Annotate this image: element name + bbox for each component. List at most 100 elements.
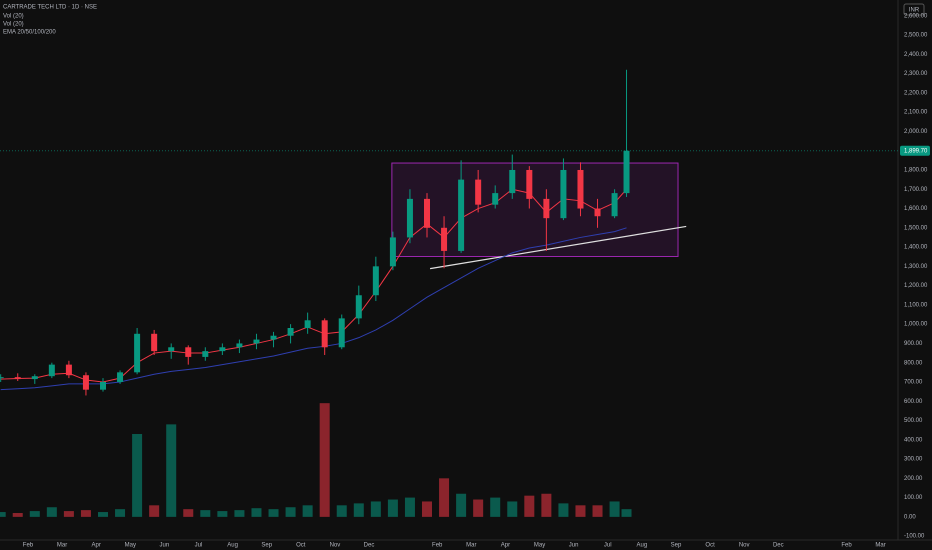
volume-bar [166,424,177,517]
x-tick-label: Feb [432,543,443,549]
candle-body [31,376,38,380]
y-tick-label: 1,200.00 [904,283,928,289]
volume-bar [609,501,620,517]
candle-body [424,198,431,228]
indicator-label: Vol (20) [3,14,24,20]
volume-bar [12,513,23,517]
candle-body [253,339,260,344]
candle-body [82,375,89,390]
candle-body [219,347,226,352]
candle-body [560,169,567,219]
x-tick-label: Mar [57,543,67,549]
last-price-tag [900,145,930,156]
trendline [429,225,687,270]
chart-title: CARTRADE TECH LTD · 1D · NSE [3,5,97,11]
candle-body [389,237,396,267]
y-tick-label: 300.00 [904,457,923,463]
x-tick-label: Dec [364,543,375,549]
volume-bar [285,507,296,517]
x-tick-label: Jun [569,543,579,549]
y-tick-label: 600.00 [904,399,923,405]
range-box [391,162,679,258]
candle-body [236,343,243,348]
y-tick-label: 2,100.00 [904,110,928,116]
volume-bar [251,508,262,517]
y-tick-label: 2,400.00 [904,52,928,58]
volume-bar [183,509,194,517]
x-tick-label: Nov [330,543,341,549]
x-tick-label: Aug [637,543,648,549]
volume-bar [319,403,330,517]
volume-bar [592,505,603,517]
volume-bar [490,497,501,517]
y-tick-label: 1,300.00 [904,264,928,270]
x-tick-label: Jun [160,543,170,549]
candle-body [492,193,499,205]
candle-body [0,377,4,379]
x-tick-label: Aug [227,543,238,549]
volume-bar [387,499,398,517]
candle-body [406,198,413,238]
volume-bar [541,493,552,517]
volume-bar [456,493,467,517]
volume-bar [422,501,433,517]
currency[interactable]: INR [909,8,920,14]
candle-body [372,266,379,296]
volume-bar [115,509,126,517]
y-tick-label: 1,500.00 [904,225,928,231]
candle-body [321,320,328,348]
volume-bar [29,511,40,517]
volume-bar [149,505,160,517]
y-tick-label: 1,100.00 [904,302,928,308]
volume-bar [524,495,535,517]
candle-body [475,179,482,205]
x-tick-label: Feb [23,543,34,549]
candle-body [287,328,294,336]
candle-body [185,347,192,357]
y-tick-label: 800.00 [904,360,923,366]
volume-bar [63,511,74,517]
candle-body [594,208,601,217]
y-tick-label: 1,600.00 [904,206,928,212]
volume-bar [200,510,211,517]
y-tick-label: 1,700.00 [904,187,928,193]
x-tick-label: Oct [705,543,715,549]
currency-box[interactable] [903,3,925,16]
y-tick-label: 200.00 [904,476,923,482]
y-tick-label: 400.00 [904,437,923,443]
y-tick-label: 1,400.00 [904,245,928,251]
volume-bar [234,510,245,517]
volume-bar [97,512,108,517]
last-price-label: 1,899.70 [904,148,928,154]
y-tick-label: 2,000.00 [904,129,928,135]
candle-body [509,169,516,194]
candle-body [355,295,362,319]
volume-bar [268,509,279,517]
volume-bar [302,505,313,517]
x-tick-label: Oct [296,543,306,549]
volume-bar [132,434,143,517]
volume-bar [439,478,450,517]
candle-body [304,320,311,329]
y-tick-label: 2,300.00 [904,71,928,77]
x-tick-label: Sep [671,543,682,549]
y-tick-label: -100.00 [904,534,925,540]
candle-body [202,351,209,357]
volume-bar [621,509,632,517]
volume-bar [575,505,586,517]
x-tick-label: Mar [875,543,885,549]
x-tick-label: Jul [195,543,203,549]
x-tick-label: Dec [773,543,784,549]
candle-body [623,150,630,194]
x-tick-label: May [534,543,545,549]
volume-bar [404,497,415,517]
x-tick-label: Nov [739,543,750,549]
y-tick-label: 700.00 [904,380,923,386]
x-tick-label: May [125,543,136,549]
x-tick-label: Mar [466,543,476,549]
candle-body [65,364,72,376]
candle-body [543,198,550,219]
y-tick-label: 1,000.00 [904,322,928,328]
